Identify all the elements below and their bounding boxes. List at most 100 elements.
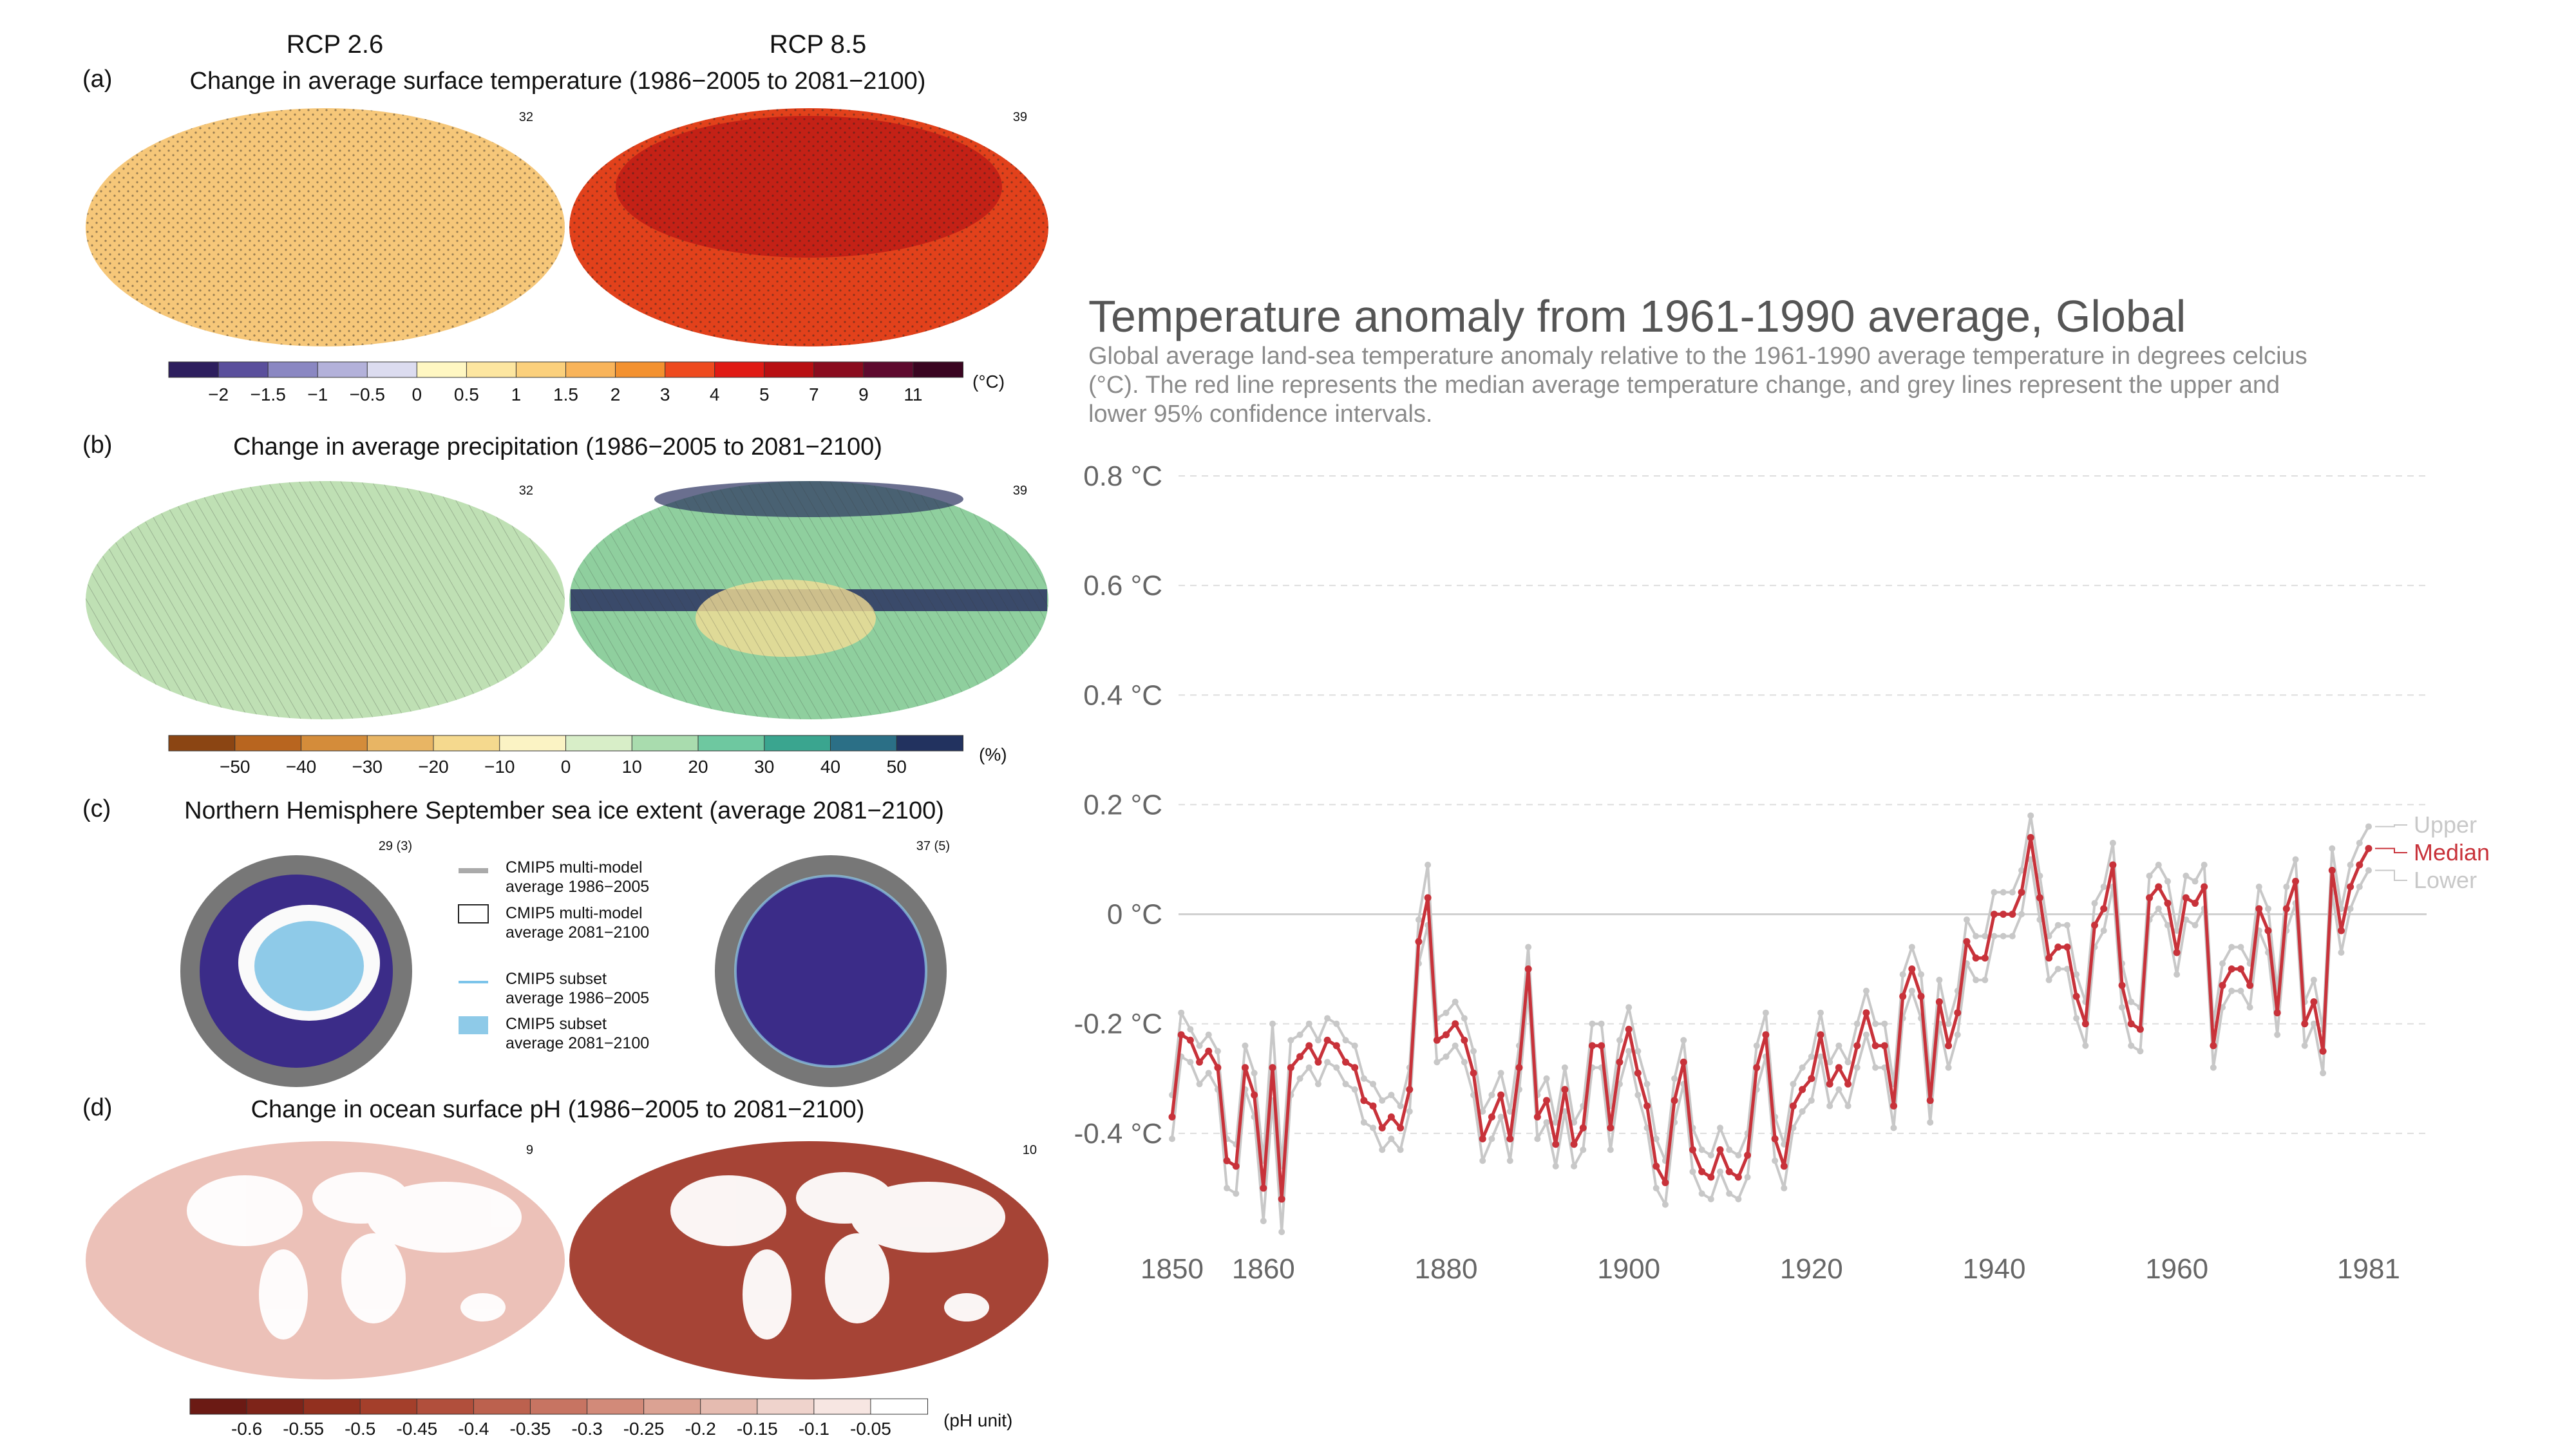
data-point-lower (2183, 916, 2190, 923)
data-point-median (1935, 998, 1943, 1006)
data-point-lower (1314, 1081, 1321, 1088)
data-point-lower (1634, 1092, 1642, 1099)
data-point-median (1543, 1097, 1551, 1104)
data-point-median (1817, 1031, 1824, 1039)
panel-a-title: Change in average surface temperature (1… (190, 68, 926, 95)
x-tick-label: 1960 (2145, 1253, 2208, 1285)
data-point-median (1762, 1031, 1770, 1039)
data-point-upper (1643, 1081, 1651, 1088)
data-point-upper (2018, 867, 2025, 874)
colorbar-tick-label: −10 (484, 757, 515, 777)
data-point-lower (1305, 1064, 1312, 1071)
data-point-upper (1735, 1151, 1742, 1159)
colorbar-tick-label: -0.1 (799, 1419, 829, 1439)
data-point-upper (1178, 1009, 1185, 1016)
data-point-median (1260, 1184, 1267, 1192)
colorbar-swatch (665, 361, 715, 378)
data-point-median (1278, 1195, 1285, 1203)
data-point-median (2072, 992, 2080, 1000)
data-point-median (2219, 981, 2226, 989)
data-point-upper (1799, 1064, 1806, 1071)
model-count-b-rcp85: 39 (1013, 484, 1027, 498)
colorbar-swatch (317, 361, 368, 378)
data-point-median (1351, 1064, 1359, 1072)
colorbar-tick-label: −2 (208, 384, 229, 404)
data-point-median (2347, 883, 2354, 891)
data-point-lower (1890, 1124, 1897, 1132)
data-point-median (1744, 1151, 1752, 1159)
data-point-upper (2146, 873, 2153, 880)
data-point-upper (2347, 862, 2354, 869)
legend-item-3-line2: average 1986−2005 (506, 989, 649, 1007)
data-point-median (2192, 900, 2199, 907)
data-point-median (2264, 927, 2272, 934)
colorbar-tick-label: 9 (858, 384, 869, 404)
data-point-median (1196, 1058, 1204, 1066)
model-count-d-rcp85: 10 (1023, 1143, 1037, 1157)
data-point-upper (1351, 1042, 1358, 1049)
data-point-median (1305, 1042, 1313, 1050)
data-point-median (1214, 1064, 1222, 1072)
data-point-upper (1908, 943, 1915, 951)
data-point-upper (1808, 1053, 1815, 1060)
data-point-upper (1287, 1037, 1294, 1044)
data-point-lower (1406, 1108, 1413, 1115)
data-point-lower (1452, 1042, 1459, 1049)
data-point-lower (2310, 1020, 2317, 1027)
data-point-median (1415, 938, 1423, 945)
data-point-median (2081, 1020, 2089, 1028)
data-point-upper (2292, 856, 2299, 863)
data-point-median (2018, 889, 2025, 896)
data-point-lower (1781, 1184, 1788, 1191)
data-point-median (1378, 1124, 1386, 1132)
data-point-median (2100, 905, 2108, 913)
data-point-median (1488, 1113, 1495, 1121)
data-point-median (1826, 1080, 1833, 1088)
data-point-upper (1214, 1048, 1221, 1055)
data-point-median (2301, 1020, 2309, 1028)
data-point-lower (2128, 1042, 2135, 1049)
colorbar-tick-label: -0.3 (571, 1419, 602, 1439)
y-axis-ticks: 0.8 °C 0.6 °C 0.4 °C 0.2 °C 0 °C -0.2 °C -0.4 … (1074, 460, 1162, 1150)
data-point-median (2310, 998, 2318, 1006)
temperature-anomaly-chart: Temperature anomaly from 1961-1990 avera… (1074, 291, 2490, 1285)
colorbar-unit-a: (°C) (972, 372, 1005, 392)
data-point-lower (2228, 987, 2235, 994)
colorbar-tick-label: 3 (660, 384, 670, 404)
colorbar-tick-label: -0.05 (850, 1419, 891, 1439)
data-point-lower (1351, 1086, 1358, 1093)
gridlines (1179, 475, 2427, 1134)
data-point-median (1871, 1042, 1879, 1050)
data-point-upper (2183, 873, 2190, 880)
data-point-lower (1973, 976, 1980, 983)
data-point-upper (1598, 1020, 1605, 1027)
data-point-upper (1698, 1146, 1705, 1153)
data-point-lower (1169, 1135, 1175, 1142)
data-point-upper (1452, 998, 1459, 1005)
data-point-upper (2073, 971, 2080, 978)
data-point-lower (1497, 1113, 1504, 1121)
colorbar-tick-label: -0.4 (458, 1419, 489, 1439)
data-point-lower (1324, 1059, 1331, 1066)
data-point-lower (2054, 965, 2061, 972)
data-point-upper (1707, 1151, 1714, 1159)
data-point-median (2210, 1042, 2217, 1050)
data-point-median (1753, 1064, 1761, 1072)
data-point-median (1607, 1124, 1615, 1132)
x-tick-label: 1860 (1232, 1253, 1295, 1285)
colorbar-swatch (565, 361, 616, 378)
legend-item-2-line2: average 2081−2100 (506, 923, 649, 942)
data-point-lower (1561, 1108, 1568, 1115)
colorbar-tick-label: -0.15 (737, 1419, 778, 1439)
data-point-median (2045, 954, 2053, 962)
data-point-median (1186, 1036, 1194, 1044)
scenario-label-rcp85: RCP 8.5 (770, 30, 866, 59)
data-point-upper (1443, 1009, 1450, 1016)
data-point-lower (1360, 1119, 1367, 1126)
colorbar-tick-label: 4 (710, 384, 720, 404)
data-point-lower (2237, 987, 2244, 994)
data-point-lower (1707, 1195, 1714, 1202)
data-point-lower (1853, 1064, 1861, 1071)
colorbar-tick-label: −40 (286, 757, 317, 777)
data-point-median (2155, 883, 2163, 891)
